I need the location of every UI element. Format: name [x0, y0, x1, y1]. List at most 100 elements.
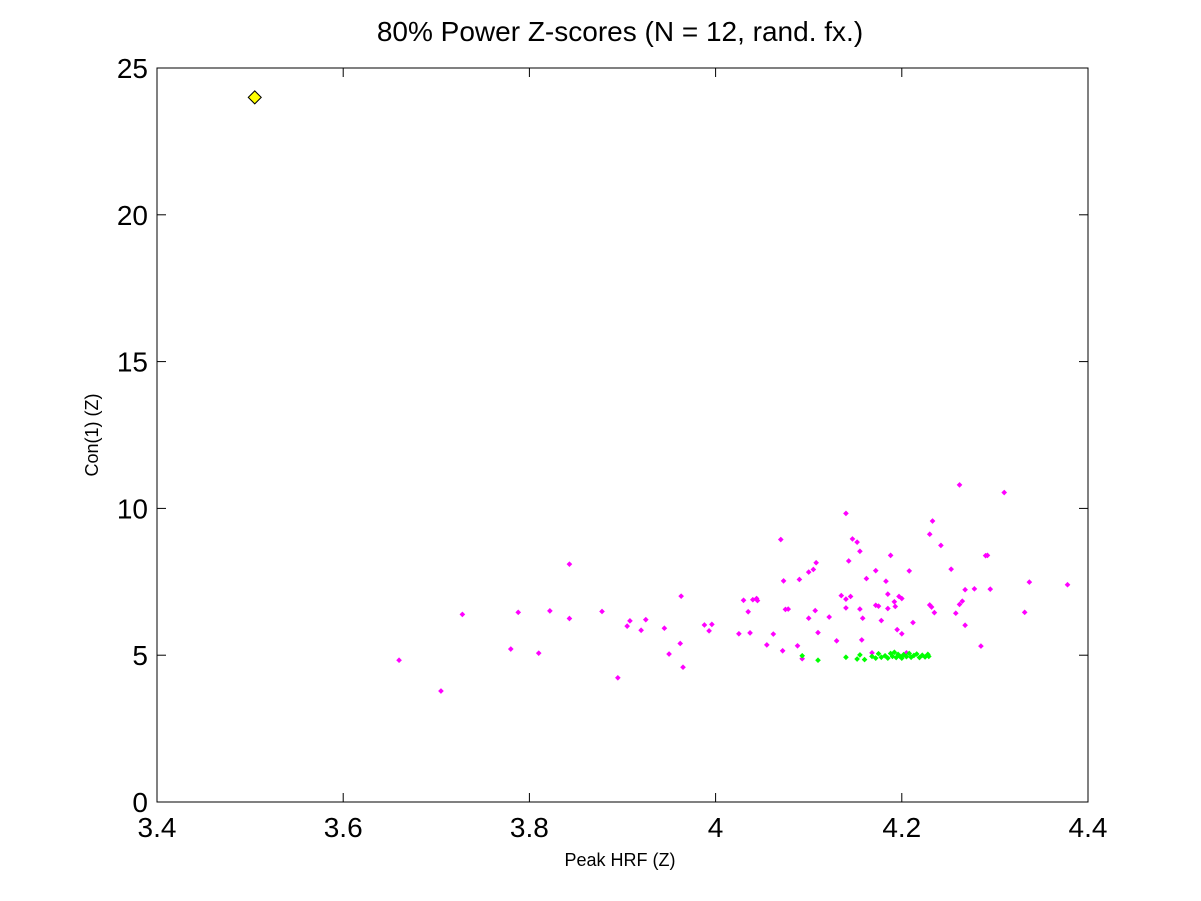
data-point: [810, 566, 817, 573]
data-point: [745, 608, 752, 615]
data-point: [677, 640, 684, 647]
data-point: [872, 567, 879, 574]
data-point: [843, 605, 849, 611]
data-point: [780, 578, 787, 584]
data-point: [763, 642, 770, 648]
data-point: [956, 601, 963, 608]
data-point: [642, 616, 649, 623]
data-point: [883, 578, 889, 585]
y-tick-label: 20: [117, 200, 148, 231]
data-point: [843, 510, 849, 517]
x-tick-label: 3.6: [324, 812, 363, 843]
data-point: [898, 630, 905, 637]
data-point: [956, 482, 963, 488]
data-point: [813, 559, 819, 566]
data-point: [854, 656, 860, 662]
data-point: [799, 652, 806, 659]
data-point: [661, 625, 668, 632]
data-point: [833, 637, 840, 644]
data-point: [872, 655, 879, 661]
data-point: [805, 615, 812, 622]
data-point: [938, 542, 944, 549]
data-point: [678, 593, 684, 600]
data-point: [962, 622, 968, 629]
data-point: [906, 650, 913, 657]
x-tick-label: 3.8: [510, 812, 549, 843]
data-point: [928, 604, 935, 610]
data-point: [925, 653, 932, 660]
data-point: [615, 674, 621, 681]
data-point: [459, 611, 466, 618]
x-axis-label: Peak HRF (Z): [564, 850, 675, 870]
data-point: [892, 603, 899, 610]
data-point: [624, 623, 630, 629]
data-point: [736, 630, 742, 637]
data-point: [1001, 489, 1008, 496]
x-tick-label: 3.4: [138, 812, 177, 843]
data-point: [891, 598, 898, 605]
data-point: [987, 586, 994, 592]
data-point: [701, 622, 708, 628]
data-point: [740, 597, 747, 604]
data-point: [838, 592, 845, 599]
data-point: [929, 518, 936, 524]
data-point: [847, 593, 854, 600]
data-point: [515, 609, 522, 616]
data-point: [887, 552, 894, 559]
data-point: [948, 566, 954, 572]
plot-box: [156, 67, 1089, 803]
data-point: [812, 607, 819, 614]
data-point: [799, 655, 806, 662]
data-point: [875, 603, 882, 609]
y-axis-label: Con(1) (Z): [82, 393, 102, 476]
data-point: [869, 653, 875, 660]
data-point: [959, 598, 966, 605]
data-point: [885, 655, 891, 661]
diamond-point: [247, 90, 262, 105]
data-point: [805, 569, 812, 575]
data-point: [885, 591, 891, 597]
data-point: [898, 595, 905, 602]
data-point: [747, 630, 753, 636]
data-point: [826, 614, 833, 620]
data-point: [566, 615, 573, 622]
data-point: [796, 576, 803, 583]
data-point: [906, 568, 913, 574]
data-point: [438, 688, 444, 694]
data-point: [1026, 579, 1033, 585]
y-tick-label: 25: [117, 53, 148, 84]
data-point: [777, 536, 784, 543]
data-point: [971, 586, 978, 592]
data-point: [854, 539, 860, 545]
plot-area: [156, 67, 1089, 803]
data-point: [785, 606, 792, 612]
data-point: [535, 650, 542, 656]
data-point: [627, 618, 633, 624]
data-point: [931, 609, 938, 616]
data-point: [815, 629, 821, 636]
data-point: [566, 561, 573, 568]
data-point: [547, 608, 553, 614]
chart-title: 80% Power Z-scores (N = 12, rand. fx.): [377, 16, 863, 47]
data-point: [599, 608, 605, 615]
x-axis-ticks: 3.4 3.6 3.8 4 4.2 4.4: [138, 68, 1107, 843]
data-point: [794, 642, 801, 649]
data-point: [875, 650, 882, 657]
data-point: [709, 621, 715, 628]
data-point: [680, 664, 686, 671]
data-point: [666, 651, 672, 657]
data-point: [754, 597, 761, 604]
data-point: [952, 610, 959, 617]
data-point: [706, 628, 712, 634]
data-point: [898, 655, 905, 661]
data-point: [507, 646, 514, 652]
data-point: [962, 586, 968, 593]
data-point: [638, 627, 644, 634]
data-point: [894, 626, 900, 633]
data-point: [857, 652, 863, 658]
data-point: [903, 653, 910, 660]
data-point: [861, 656, 868, 663]
data-point: [878, 617, 885, 624]
data-point: [396, 657, 402, 664]
